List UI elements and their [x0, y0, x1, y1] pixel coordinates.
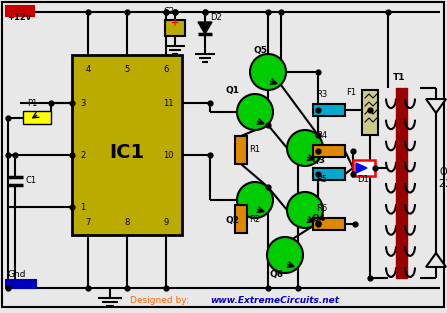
- Text: D1: D1: [357, 175, 369, 184]
- Bar: [235, 136, 247, 164]
- Bar: [235, 205, 247, 233]
- Text: Q6: Q6: [270, 270, 284, 280]
- Circle shape: [287, 192, 323, 228]
- Text: 220V AC: 220V AC: [439, 179, 447, 189]
- Text: Q4: Q4: [312, 213, 326, 223]
- Text: Output: Output: [439, 167, 447, 177]
- Bar: [353, 160, 375, 176]
- Text: 8: 8: [124, 218, 130, 227]
- Circle shape: [237, 182, 273, 218]
- Bar: [6, 280, 36, 288]
- Bar: [313, 145, 345, 157]
- Text: R1: R1: [249, 146, 260, 155]
- Bar: [362, 90, 378, 135]
- Text: R3: R3: [316, 90, 327, 99]
- Circle shape: [237, 94, 273, 130]
- Text: 5: 5: [124, 65, 130, 74]
- Text: 3: 3: [80, 99, 85, 107]
- Text: 11: 11: [164, 99, 174, 107]
- Text: T1: T1: [393, 73, 405, 82]
- Bar: [396, 88, 401, 278]
- Text: 2: 2: [80, 151, 85, 160]
- Text: Designed by:: Designed by:: [130, 296, 192, 305]
- Polygon shape: [426, 253, 446, 267]
- Circle shape: [267, 237, 303, 273]
- Text: 1: 1: [80, 203, 85, 212]
- Text: Gnd: Gnd: [7, 270, 25, 279]
- Text: R6: R6: [316, 204, 327, 213]
- Polygon shape: [198, 22, 212, 34]
- Bar: [72, 55, 182, 235]
- Polygon shape: [356, 163, 367, 173]
- Text: +: +: [171, 18, 179, 28]
- Text: Q1: Q1: [226, 85, 240, 95]
- Text: C1: C1: [25, 176, 36, 185]
- Bar: [313, 218, 345, 230]
- Text: Q5: Q5: [253, 45, 267, 54]
- Text: R4: R4: [316, 131, 327, 140]
- Bar: [402, 88, 407, 278]
- Text: Q2: Q2: [226, 215, 240, 224]
- Text: +12v: +12v: [7, 13, 31, 22]
- Text: Q3: Q3: [312, 156, 326, 165]
- Text: 4: 4: [85, 65, 91, 74]
- Text: 7: 7: [85, 218, 91, 227]
- Bar: [23, 111, 51, 124]
- Text: C2: C2: [163, 7, 174, 16]
- Bar: [165, 20, 185, 36]
- Text: R5: R5: [316, 175, 327, 184]
- Text: R2: R2: [249, 214, 260, 223]
- Bar: [313, 168, 345, 180]
- Circle shape: [287, 130, 323, 166]
- Text: 6: 6: [163, 65, 169, 74]
- Bar: [313, 104, 345, 116]
- Text: 10: 10: [164, 151, 174, 160]
- Polygon shape: [426, 99, 446, 113]
- Circle shape: [250, 54, 286, 90]
- Text: D2: D2: [210, 13, 222, 22]
- Text: www.ExtremeCircuits.net: www.ExtremeCircuits.net: [210, 296, 339, 305]
- Bar: [6, 6, 34, 16]
- Text: 9: 9: [163, 218, 169, 227]
- Text: P1: P1: [27, 99, 38, 108]
- Text: F1: F1: [346, 88, 356, 97]
- Text: IC1: IC1: [110, 143, 144, 162]
